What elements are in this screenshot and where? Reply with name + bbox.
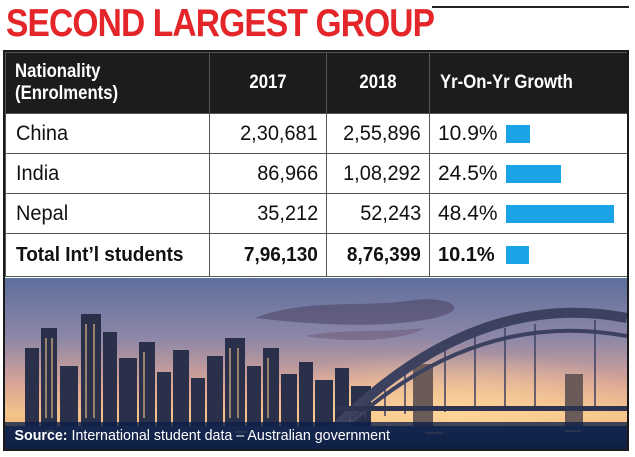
sydney-skyline-photo: Source: International student data – Aus…: [5, 278, 627, 449]
source-caption: Source: International student data – Aus…: [5, 422, 627, 449]
source-label: Source:: [14, 427, 68, 444]
row-growth-value: 10.9%: [438, 121, 498, 145]
row-growth-value: 24.5%: [438, 161, 498, 185]
page-title: SECOND LARGEST GROUP: [6, 2, 435, 45]
growth-bar: [506, 124, 530, 143]
total-value-2018: 8,76,399: [347, 243, 421, 266]
row-2018-cell: 1,08,292: [326, 153, 430, 194]
growth-bar: [506, 164, 561, 183]
table-row: Nepal 35,212 52,243 48.4%: [5, 193, 627, 234]
row-value-2017: 35,212: [256, 201, 318, 225]
table-row: India 86,966 1,08,292 24.5%: [5, 153, 627, 194]
header-2018: 2018: [326, 52, 430, 114]
header-growth: Yr-On-Yr Growth: [429, 52, 627, 114]
enrolment-table: Nationality (Enrolments) 2017 2018 Yr-On…: [5, 52, 627, 277]
row-name: India: [16, 161, 60, 185]
row-2018-cell: 52,243: [326, 193, 430, 234]
total-2017-cell: 7,96,130: [209, 233, 327, 277]
row-2017-cell: 2,30,681: [209, 113, 327, 154]
row-growth-cell: 48.4%: [429, 193, 627, 234]
row-name-cell: China: [5, 113, 210, 154]
source-text: International student data – Australian …: [67, 427, 390, 444]
row-2018-cell: 2,55,896: [326, 113, 430, 154]
title-rule: [432, 6, 629, 8]
total-2018-cell: 8,76,399: [326, 233, 430, 277]
total-name-cell: Total Int’l students: [5, 233, 210, 277]
row-value-2017: 2,30,681: [240, 121, 318, 145]
row-growth-cell: 24.5%: [429, 153, 627, 194]
infographic-frame: Nationality (Enrolments) 2017 2018 Yr-On…: [3, 50, 629, 451]
row-growth-value: 48.4%: [438, 201, 498, 225]
row-name-cell: Nepal: [5, 193, 210, 234]
growth-bar: [506, 246, 529, 265]
total-value-2017: 7,96,130: [244, 243, 318, 266]
row-growth-cell: 10.9%: [429, 113, 627, 154]
total-row: Total Int’l students 7,96,130 8,76,399 1…: [5, 233, 627, 277]
row-value-2018: 2,55,896: [343, 121, 421, 145]
header-nationality: Nationality (Enrolments): [5, 52, 210, 114]
header-enrolments-label: (Enrolments): [15, 83, 119, 104]
row-name: China: [16, 121, 69, 145]
row-name-cell: India: [5, 153, 210, 194]
row-2017-cell: 86,966: [209, 153, 327, 194]
total-growth-cell: 10.1%: [429, 233, 627, 277]
header-2017: 2017: [209, 52, 327, 114]
row-name: Nepal: [16, 201, 69, 225]
skyline-illustration: [5, 278, 627, 449]
row-value-2018: 52,243: [359, 201, 421, 225]
row-value-2017: 86,966: [256, 161, 318, 185]
row-2017-cell: 35,212: [209, 193, 327, 234]
row-value-2018: 1,08,292: [343, 161, 421, 185]
growth-bar: [506, 204, 614, 223]
total-name: Total Int’l students: [16, 243, 184, 266]
table-row: China 2,30,681 2,55,896 10.9%: [5, 113, 627, 154]
header-nationality-label: Nationality: [15, 61, 101, 82]
total-growth-value: 10.1%: [438, 243, 495, 266]
header-row: Nationality (Enrolments) 2017 2018 Yr-On…: [5, 52, 627, 114]
